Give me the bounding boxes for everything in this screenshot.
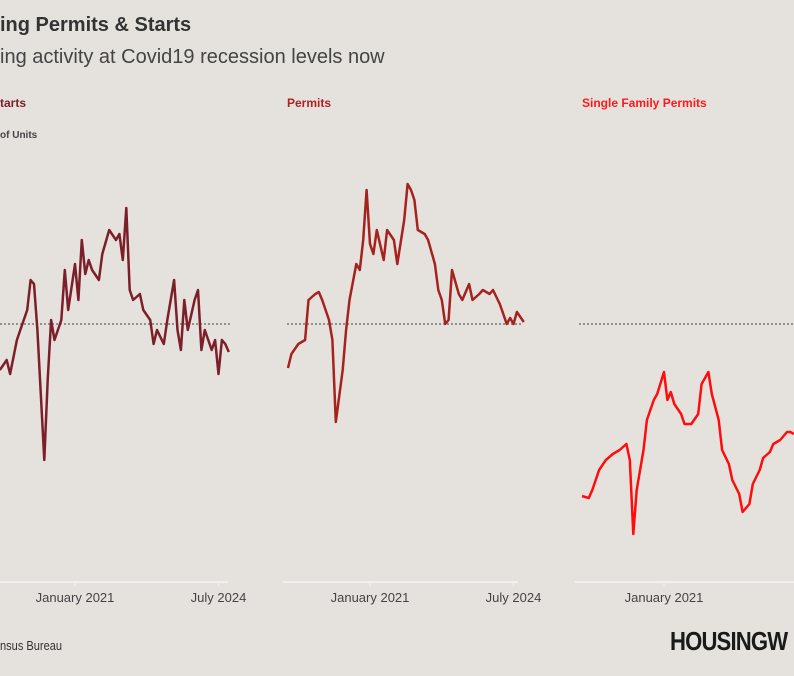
panel-title-permits: Permits [287, 96, 332, 110]
chart-subtitle: ing activity at Covid19 recession levels… [0, 46, 385, 68]
housingwire-logo: HOUSINGW [670, 626, 788, 656]
chart-title: ing Permits & Starts [0, 14, 192, 36]
series-line-single-family [581, 370, 794, 536]
x-tick-label-permits: July 2024 [486, 590, 542, 605]
x-tick-label-permits: January 2021 [331, 590, 410, 605]
x-tick-label-starts: July 2024 [191, 590, 247, 605]
x-tick-label-single-family: January 2021 [625, 590, 704, 605]
panel-title-single-family: Single Family Permits [582, 96, 707, 110]
series-line-starts [0, 206, 230, 462]
y-axis-label: of Units [0, 130, 38, 141]
x-tick-label-starts: January 2021 [36, 590, 115, 605]
source-note: nsus Bureau [0, 638, 63, 653]
panel-title-starts: tarts [0, 96, 27, 110]
series-line-permits [286, 182, 525, 424]
